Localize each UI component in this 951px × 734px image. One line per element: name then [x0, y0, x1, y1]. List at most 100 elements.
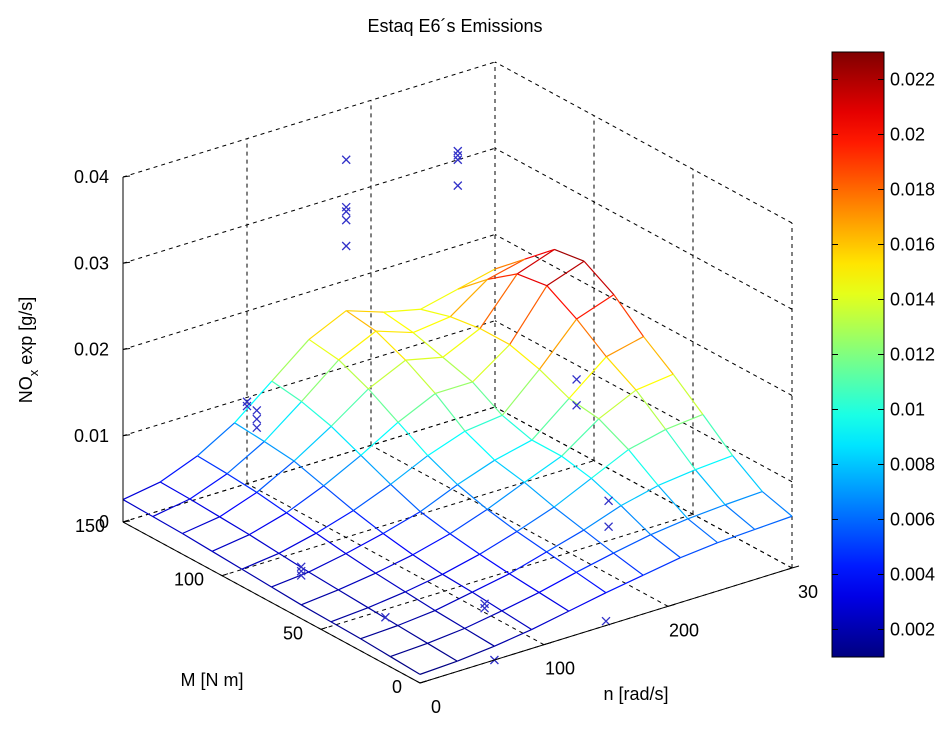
- surface-edge: [330, 607, 369, 623]
- grid-line: [122, 406, 496, 523]
- surface-edge: [642, 557, 681, 576]
- surface-edge: [590, 449, 629, 479]
- measured-point: [572, 400, 582, 410]
- surface-edge: [308, 553, 347, 573]
- surface-edge: [516, 506, 555, 532]
- surface-edge: [509, 573, 540, 593]
- surface-edge: [457, 484, 488, 510]
- surface-edge: [531, 397, 570, 441]
- surface-edge: [427, 455, 458, 486]
- y-tick-mark: [419, 680, 427, 684]
- measured-point: [380, 612, 390, 622]
- surface-edge: [360, 638, 391, 658]
- surface-edge: [383, 311, 414, 334]
- colorbar-tick-label: 0.018: [890, 180, 935, 200]
- surface-edge: [360, 454, 392, 485]
- surface-edge: [657, 469, 696, 487]
- surface-edge: [241, 568, 272, 588]
- surface-edge: [420, 288, 459, 310]
- measured-point: [341, 241, 351, 251]
- measured-point: [604, 496, 614, 506]
- surface-edge: [613, 294, 644, 337]
- colorbar-tick-label: 0.01: [890, 400, 925, 420]
- surface-edge: [152, 498, 191, 518]
- surface-edge: [479, 530, 518, 555]
- surface-edge: [211, 534, 250, 552]
- surface-edge: [605, 356, 637, 391]
- surface-edge: [472, 381, 503, 416]
- surface-edge: [516, 248, 555, 275]
- surface-edge: [427, 430, 466, 457]
- y-axis-label: M [N m]: [181, 670, 244, 690]
- measured-point: [341, 155, 351, 165]
- surface-edge: [382, 511, 421, 535]
- colorbar-tick-label: 0.008: [890, 455, 935, 475]
- surface-edge: [375, 572, 406, 593]
- measured-point: [601, 616, 611, 626]
- colorbar-tick-label: 0.022: [890, 70, 935, 90]
- surface-edge: [367, 388, 399, 423]
- surface-edge: [486, 508, 518, 532]
- colorbar-tick-label: 0.02: [890, 125, 925, 145]
- grid-line: [122, 147, 496, 264]
- surface-edge: [389, 656, 421, 675]
- surface-edge: [256, 460, 295, 493]
- surface-edge: [434, 610, 466, 629]
- surface-edge: [576, 552, 614, 573]
- surface-edge: [293, 460, 325, 487]
- surface-edge: [404, 591, 436, 612]
- surface-edge: [479, 553, 510, 575]
- surface-edge: [561, 455, 592, 479]
- surface-edge: [397, 609, 436, 627]
- surface-edge: [338, 572, 376, 591]
- surface-edge: [182, 516, 220, 535]
- surface-layer: [122, 248, 793, 675]
- surface-edge: [159, 481, 191, 500]
- measured-point: [296, 562, 306, 572]
- surface-edge: [442, 356, 473, 383]
- surface-edge: [368, 359, 406, 390]
- surface-edge: [553, 506, 585, 531]
- surface-edge: [308, 571, 339, 591]
- surface-edge: [554, 248, 585, 262]
- surface-edge: [219, 516, 250, 536]
- surface-edge: [583, 260, 615, 295]
- surface-edge: [226, 441, 265, 475]
- x-tick-mark: [667, 603, 676, 607]
- surface-edge: [694, 469, 726, 506]
- surface-edge: [346, 310, 384, 313]
- surface-edge: [375, 554, 414, 574]
- surface-edge: [487, 273, 518, 280]
- surface-edge: [211, 550, 243, 570]
- surface-edge: [271, 586, 302, 606]
- z-tick-label: 0.03: [74, 253, 109, 273]
- surface-edge: [308, 310, 347, 340]
- surface-edge: [486, 481, 525, 510]
- surface-edge: [197, 455, 228, 475]
- surface-edge: [509, 285, 548, 345]
- grid-line: [494, 234, 793, 396]
- colorbar: 0.002 0.004 0.006 0.008 0.01 0.012 0.014 0.016 0…: [831, 51, 935, 658]
- surface-edge: [457, 459, 496, 486]
- surface-edge: [687, 504, 726, 520]
- surface-edge: [241, 552, 280, 570]
- surface-edge: [516, 273, 548, 287]
- grid-line: [494, 320, 793, 483]
- y-tick-label: 100: [174, 570, 204, 590]
- surface-edge: [449, 508, 488, 535]
- surface-edge: [301, 359, 340, 402]
- surface-edge: [197, 422, 235, 457]
- surface-edge: [263, 440, 295, 462]
- surface-edge: [286, 485, 325, 514]
- surface-edge: [732, 455, 763, 492]
- measured-point: [242, 401, 252, 411]
- surface-edge: [471, 573, 510, 593]
- measured-point: [480, 603, 490, 613]
- surface-edge: [300, 604, 332, 623]
- x-axis-label: n [rad/s]: [603, 684, 668, 704]
- x-axis-line: [419, 567, 793, 684]
- surface-edge: [315, 509, 354, 534]
- surface-edge: [457, 268, 496, 290]
